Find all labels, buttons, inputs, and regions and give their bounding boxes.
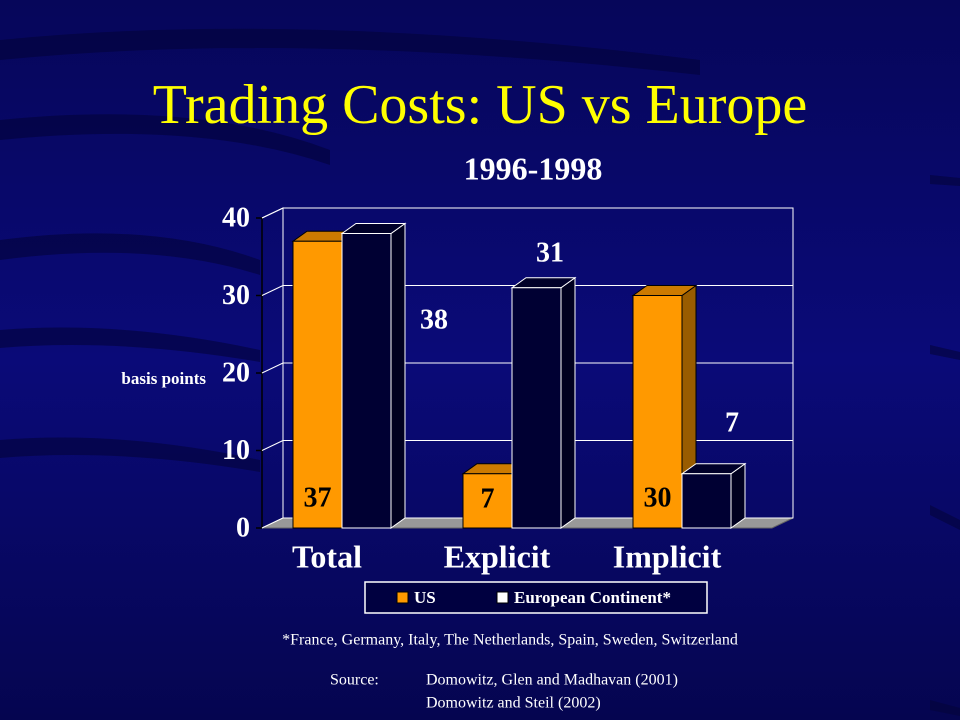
bar	[292, 240, 343, 529]
grid-line	[261, 517, 284, 529]
value-label: 37	[304, 482, 332, 513]
value-label: 30	[644, 482, 672, 513]
grid-line	[261, 207, 284, 219]
value-label: 38	[420, 304, 448, 335]
legend-swatch	[496, 591, 509, 604]
footnote: *France, Germany, Italy, The Netherlands…	[282, 632, 738, 649]
x-tick-label: Explicit	[444, 538, 551, 574]
grid-line	[261, 362, 284, 374]
y-tick-label: 0	[236, 512, 250, 543]
bar	[341, 233, 392, 529]
background-streaks	[0, 28, 960, 716]
legend-label: US	[414, 588, 436, 607]
y-tick-label: 10	[222, 435, 250, 466]
bar	[632, 295, 683, 529]
x-tick-label: Implicit	[613, 538, 722, 574]
x-tick-label: Total	[292, 538, 362, 574]
value-label: 7	[725, 407, 739, 438]
legend-swatch	[396, 591, 409, 604]
legend-box	[364, 581, 708, 614]
source-line: Domowitz and Steil (2002)	[426, 695, 601, 712]
source-label: Source:	[330, 672, 379, 689]
value-label: 31	[536, 237, 564, 268]
source-line: Domowitz, Glen and Madhavan (2001)	[426, 672, 678, 689]
bar	[511, 287, 562, 529]
value-label: 7	[481, 483, 495, 514]
bar-side	[390, 222, 406, 529]
bar-side	[730, 462, 746, 529]
bar	[681, 473, 732, 529]
bar-side	[560, 276, 576, 529]
y-tick-label: 40	[222, 202, 250, 233]
grid-line	[261, 285, 284, 296]
subtitle: 1996-1998	[464, 150, 603, 186]
y-axis-label: basis points	[121, 369, 206, 388]
plot: 0 10 20 30 40 Total 37 38 Explicit 7 31 Implicit 30 7	[222, 202, 794, 574]
bar	[462, 473, 513, 529]
y-tick-label: 30	[222, 280, 250, 311]
y-tick-label: 20	[222, 357, 250, 388]
grid-line	[261, 440, 284, 451]
legend-label: European Continent*	[514, 588, 671, 607]
title: Trading Costs: US vs Europe	[153, 74, 807, 136]
